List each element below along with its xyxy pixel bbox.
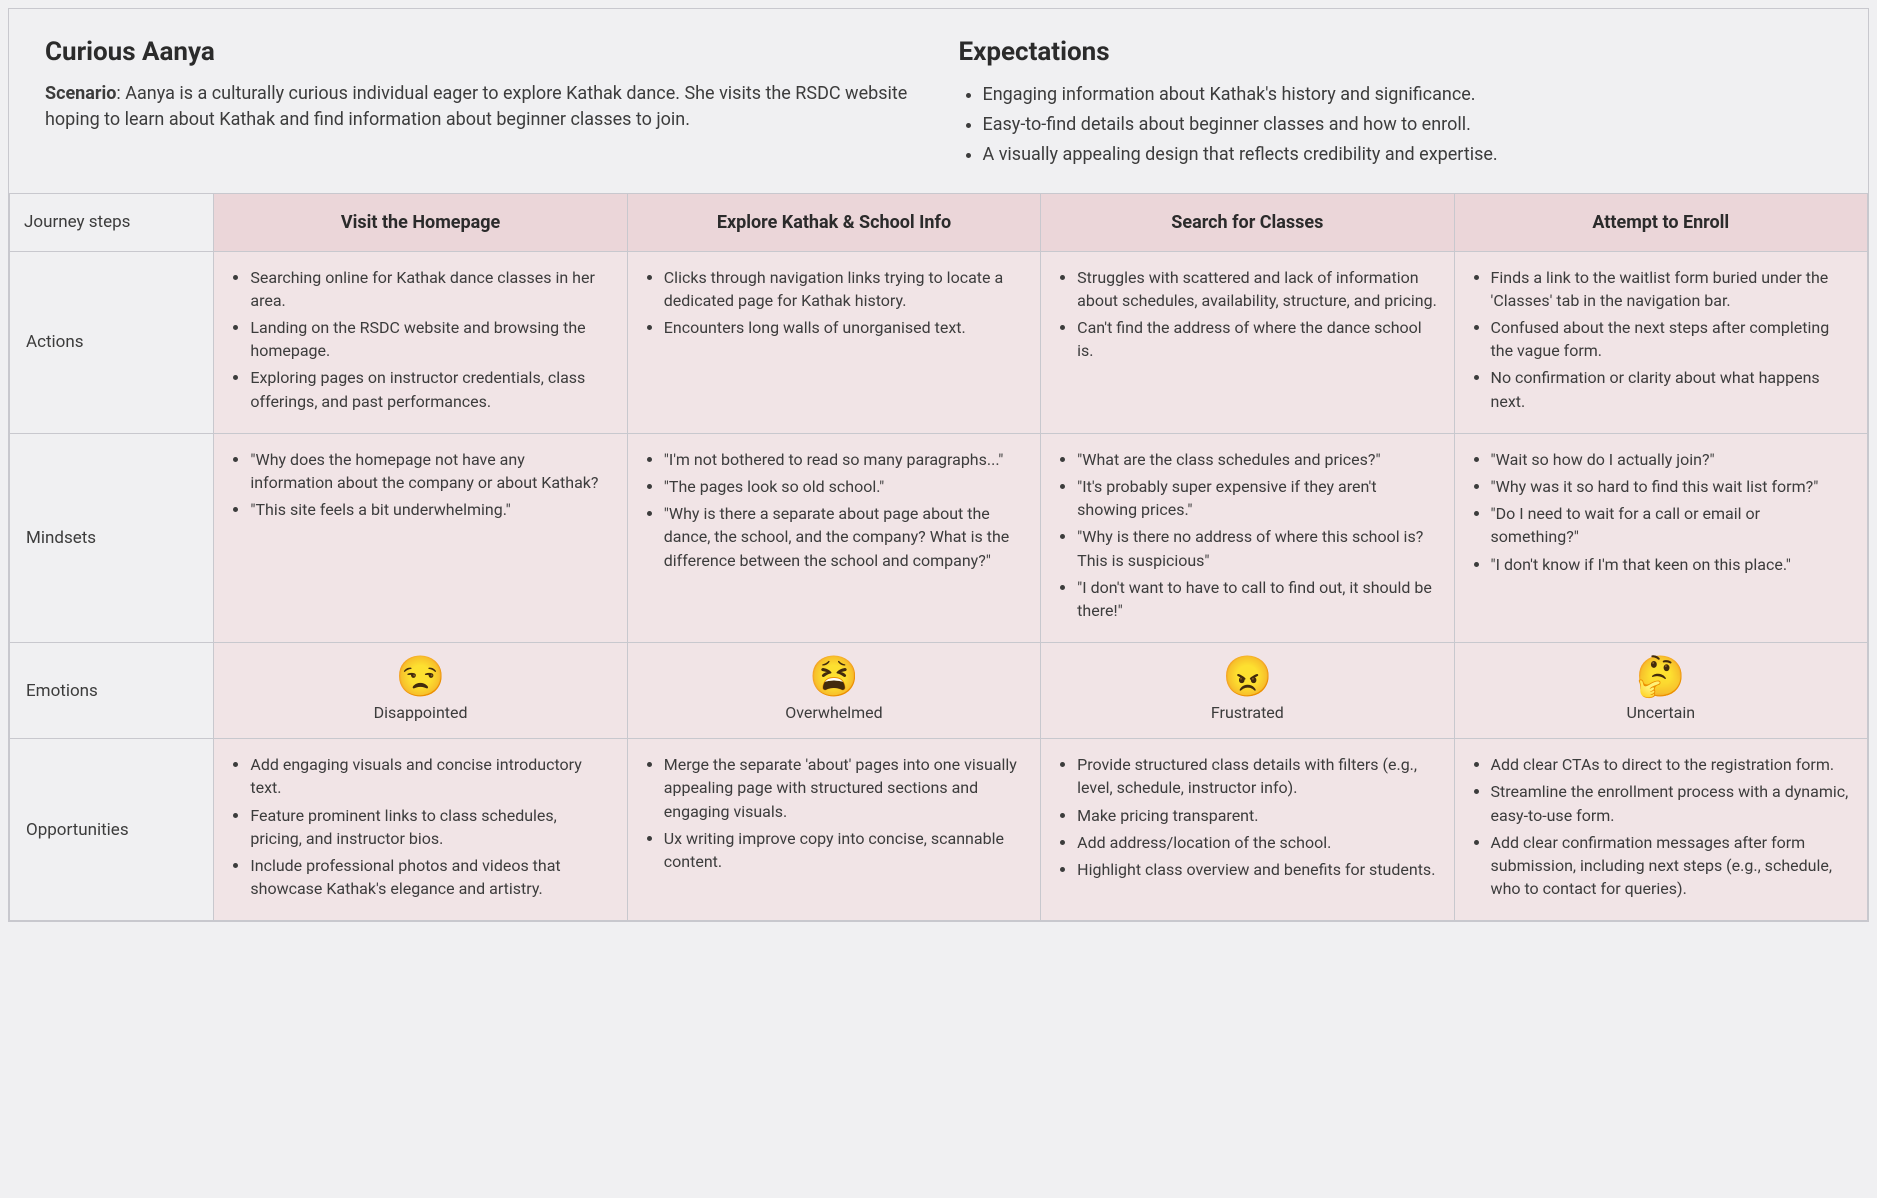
opportunity-cell: Add engaging visuals and concise introdu… bbox=[214, 739, 627, 921]
emotion-label: Disappointed bbox=[374, 703, 468, 722]
list-item: Searching online for Kathak dance classe… bbox=[250, 266, 610, 312]
persona-title: Curious Aanya bbox=[45, 37, 919, 67]
step-header: Visit the Homepage bbox=[214, 193, 627, 251]
emotion-icon: 😒 bbox=[224, 657, 616, 697]
list-item: "I don't know if I'm that keen on this p… bbox=[1491, 553, 1851, 576]
list-item: Confused about the next steps after comp… bbox=[1491, 316, 1851, 362]
list-item: "It's probably super expensive if they a… bbox=[1077, 475, 1437, 521]
list-item: Ux writing improve copy into concise, sc… bbox=[664, 827, 1024, 873]
list-item: "Why was it so hard to find this wait li… bbox=[1491, 475, 1851, 498]
row-label: Opportunities bbox=[10, 739, 214, 921]
header: Curious Aanya Scenario: Aanya is a cultu… bbox=[9, 9, 1868, 193]
list-item: "Do I need to wait for a call or email o… bbox=[1491, 502, 1851, 548]
list-item: Feature prominent links to class schedul… bbox=[250, 804, 610, 850]
row-actions: Actions Searching online for Kathak danc… bbox=[10, 251, 1868, 433]
emotion-icon: 🤔 bbox=[1465, 657, 1857, 697]
list-item: Clicks through navigation links trying t… bbox=[664, 266, 1024, 312]
journey-map: Curious Aanya Scenario: Aanya is a cultu… bbox=[8, 8, 1869, 922]
list-item: No confirmation or clarity about what ha… bbox=[1491, 366, 1851, 412]
row-emotions: Emotions 😒 Disappointed 😫 Overwhelmed 😠 … bbox=[10, 643, 1868, 739]
list-item: Exploring pages on instructor credential… bbox=[250, 366, 610, 412]
expectations-item: Easy-to-find details about beginner clas… bbox=[983, 111, 1833, 139]
list-item: Add engaging visuals and concise introdu… bbox=[250, 753, 610, 799]
list-item: "This site feels a bit underwhelming." bbox=[250, 498, 610, 521]
journey-table: Journey steps Visit the Homepage Explore… bbox=[9, 193, 1868, 922]
row-label: Actions bbox=[10, 251, 214, 433]
list-item: "I don't want to have to call to find ou… bbox=[1077, 576, 1437, 622]
mindsets-cell: "Why does the homepage not have any info… bbox=[214, 433, 627, 642]
row-opportunities: Opportunities Add engaging visuals and c… bbox=[10, 739, 1868, 921]
emotion-cell: 🤔 Uncertain bbox=[1454, 643, 1867, 739]
header-expectations: Expectations Engaging information about … bbox=[959, 37, 1833, 171]
row-label: Mindsets bbox=[10, 433, 214, 642]
actions-cell: Searching online for Kathak dance classe… bbox=[214, 251, 627, 433]
list-item: "Wait so how do I actually join?" bbox=[1491, 448, 1851, 471]
emotion-icon: 😫 bbox=[638, 657, 1030, 697]
scenario-label: Scenario bbox=[45, 83, 116, 104]
list-item: Encounters long walls of unorganised tex… bbox=[664, 316, 1024, 339]
emotion-cell: 😒 Disappointed bbox=[214, 643, 627, 739]
emotion-label: Frustrated bbox=[1211, 703, 1284, 722]
opportunity-cell: Add clear CTAs to direct to the registra… bbox=[1454, 739, 1867, 921]
expectations-list: Engaging information about Kathak's hist… bbox=[959, 81, 1833, 169]
list-item: "What are the class schedules and prices… bbox=[1077, 448, 1437, 471]
list-item: Can't find the address of where the danc… bbox=[1077, 316, 1437, 362]
corner-label: Journey steps bbox=[10, 193, 214, 251]
list-item: Provide structured class details with fi… bbox=[1077, 753, 1437, 799]
expectations-item: A visually appealing design that reflect… bbox=[983, 141, 1833, 169]
mindsets-cell: "I'm not bothered to read so many paragr… bbox=[627, 433, 1040, 642]
step-header: Search for Classes bbox=[1041, 193, 1454, 251]
list-item: Include professional photos and videos t… bbox=[250, 854, 610, 900]
list-item: "Why does the homepage not have any info… bbox=[250, 448, 610, 494]
list-item: Highlight class overview and benefits fo… bbox=[1077, 858, 1437, 881]
mindsets-cell: "What are the class schedules and prices… bbox=[1041, 433, 1454, 642]
list-item: Streamline the enrollment process with a… bbox=[1491, 780, 1851, 826]
list-item: Add clear confirmation messages after fo… bbox=[1491, 831, 1851, 901]
row-mindsets: Mindsets "Why does the homepage not have… bbox=[10, 433, 1868, 642]
list-item: Add address/location of the school. bbox=[1077, 831, 1437, 854]
table-header-row: Journey steps Visit the Homepage Explore… bbox=[10, 193, 1868, 251]
emotion-label: Overwhelmed bbox=[785, 703, 882, 722]
list-item: "The pages look so old school." bbox=[664, 475, 1024, 498]
row-label: Emotions bbox=[10, 643, 214, 739]
expectations-item: Engaging information about Kathak's hist… bbox=[983, 81, 1833, 109]
expectations-title: Expectations bbox=[959, 37, 1833, 67]
list-item: Struggles with scattered and lack of inf… bbox=[1077, 266, 1437, 312]
list-item: "Why is there a separate about page abou… bbox=[664, 502, 1024, 572]
step-header: Explore Kathak & School Info bbox=[627, 193, 1040, 251]
actions-cell: Clicks through navigation links trying t… bbox=[627, 251, 1040, 433]
list-item: "I'm not bothered to read so many paragr… bbox=[664, 448, 1024, 471]
scenario: Scenario: Aanya is a culturally curious … bbox=[45, 81, 919, 133]
list-item: Finds a link to the waitlist form buried… bbox=[1491, 266, 1851, 312]
opportunity-cell: Provide structured class details with fi… bbox=[1041, 739, 1454, 921]
scenario-text: : Aanya is a culturally curious individu… bbox=[45, 83, 907, 130]
actions-cell: Finds a link to the waitlist form buried… bbox=[1454, 251, 1867, 433]
list-item: Add clear CTAs to direct to the registra… bbox=[1491, 753, 1851, 776]
list-item: Make pricing transparent. bbox=[1077, 804, 1437, 827]
header-persona: Curious Aanya Scenario: Aanya is a cultu… bbox=[45, 37, 919, 171]
list-item: Merge the separate 'about' pages into on… bbox=[664, 753, 1024, 823]
list-item: Landing on the RSDC website and browsing… bbox=[250, 316, 610, 362]
emotion-cell: 😠 Frustrated bbox=[1041, 643, 1454, 739]
mindsets-cell: "Wait so how do I actually join?" "Why w… bbox=[1454, 433, 1867, 642]
step-header: Attempt to Enroll bbox=[1454, 193, 1867, 251]
emotion-cell: 😫 Overwhelmed bbox=[627, 643, 1040, 739]
emotion-label: Uncertain bbox=[1627, 703, 1696, 722]
actions-cell: Struggles with scattered and lack of inf… bbox=[1041, 251, 1454, 433]
opportunity-cell: Merge the separate 'about' pages into on… bbox=[627, 739, 1040, 921]
list-item: "Why is there no address of where this s… bbox=[1077, 525, 1437, 571]
emotion-icon: 😠 bbox=[1051, 657, 1443, 697]
